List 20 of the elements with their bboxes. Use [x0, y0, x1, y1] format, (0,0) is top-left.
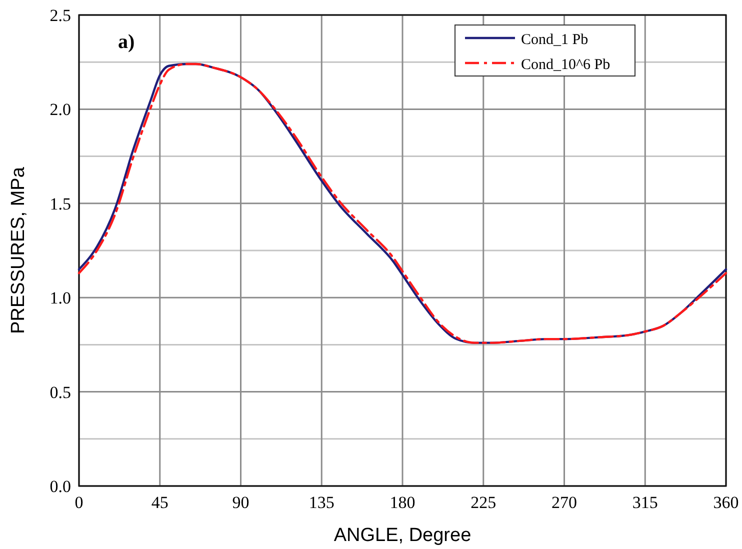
y-tick-label: 2.5 — [50, 6, 71, 25]
legend-label: Cond_10^6 Pb — [521, 57, 610, 73]
x-tick-label: 45 — [151, 493, 168, 512]
x-tick-label: 0 — [74, 493, 84, 512]
y-tick-label: 1.5 — [50, 194, 71, 214]
y-tick-label: 0.0 — [50, 477, 71, 496]
x-axis-title: ANGLE, Degree — [334, 525, 472, 546]
x-tick-label: 225 — [470, 493, 496, 512]
x-tick-label: 90 — [232, 493, 250, 512]
y-tick-label: 2.0 — [50, 100, 71, 120]
y-tick-label: 1.0 — [50, 288, 71, 308]
x-tick-label: 180 — [390, 493, 416, 512]
x-tick-label: 270 — [552, 493, 577, 512]
x-tick-label: 135 — [308, 493, 334, 512]
y-axis-title: PRESSURES, MPa — [8, 166, 29, 334]
y-tick-label: 0.5 — [50, 382, 71, 402]
x-tick-label: 315 — [632, 493, 658, 512]
annotation: a) — [118, 31, 135, 53]
x-tick-label: 360 — [713, 493, 739, 512]
legend-label: Cond_1 Pb — [521, 32, 588, 48]
